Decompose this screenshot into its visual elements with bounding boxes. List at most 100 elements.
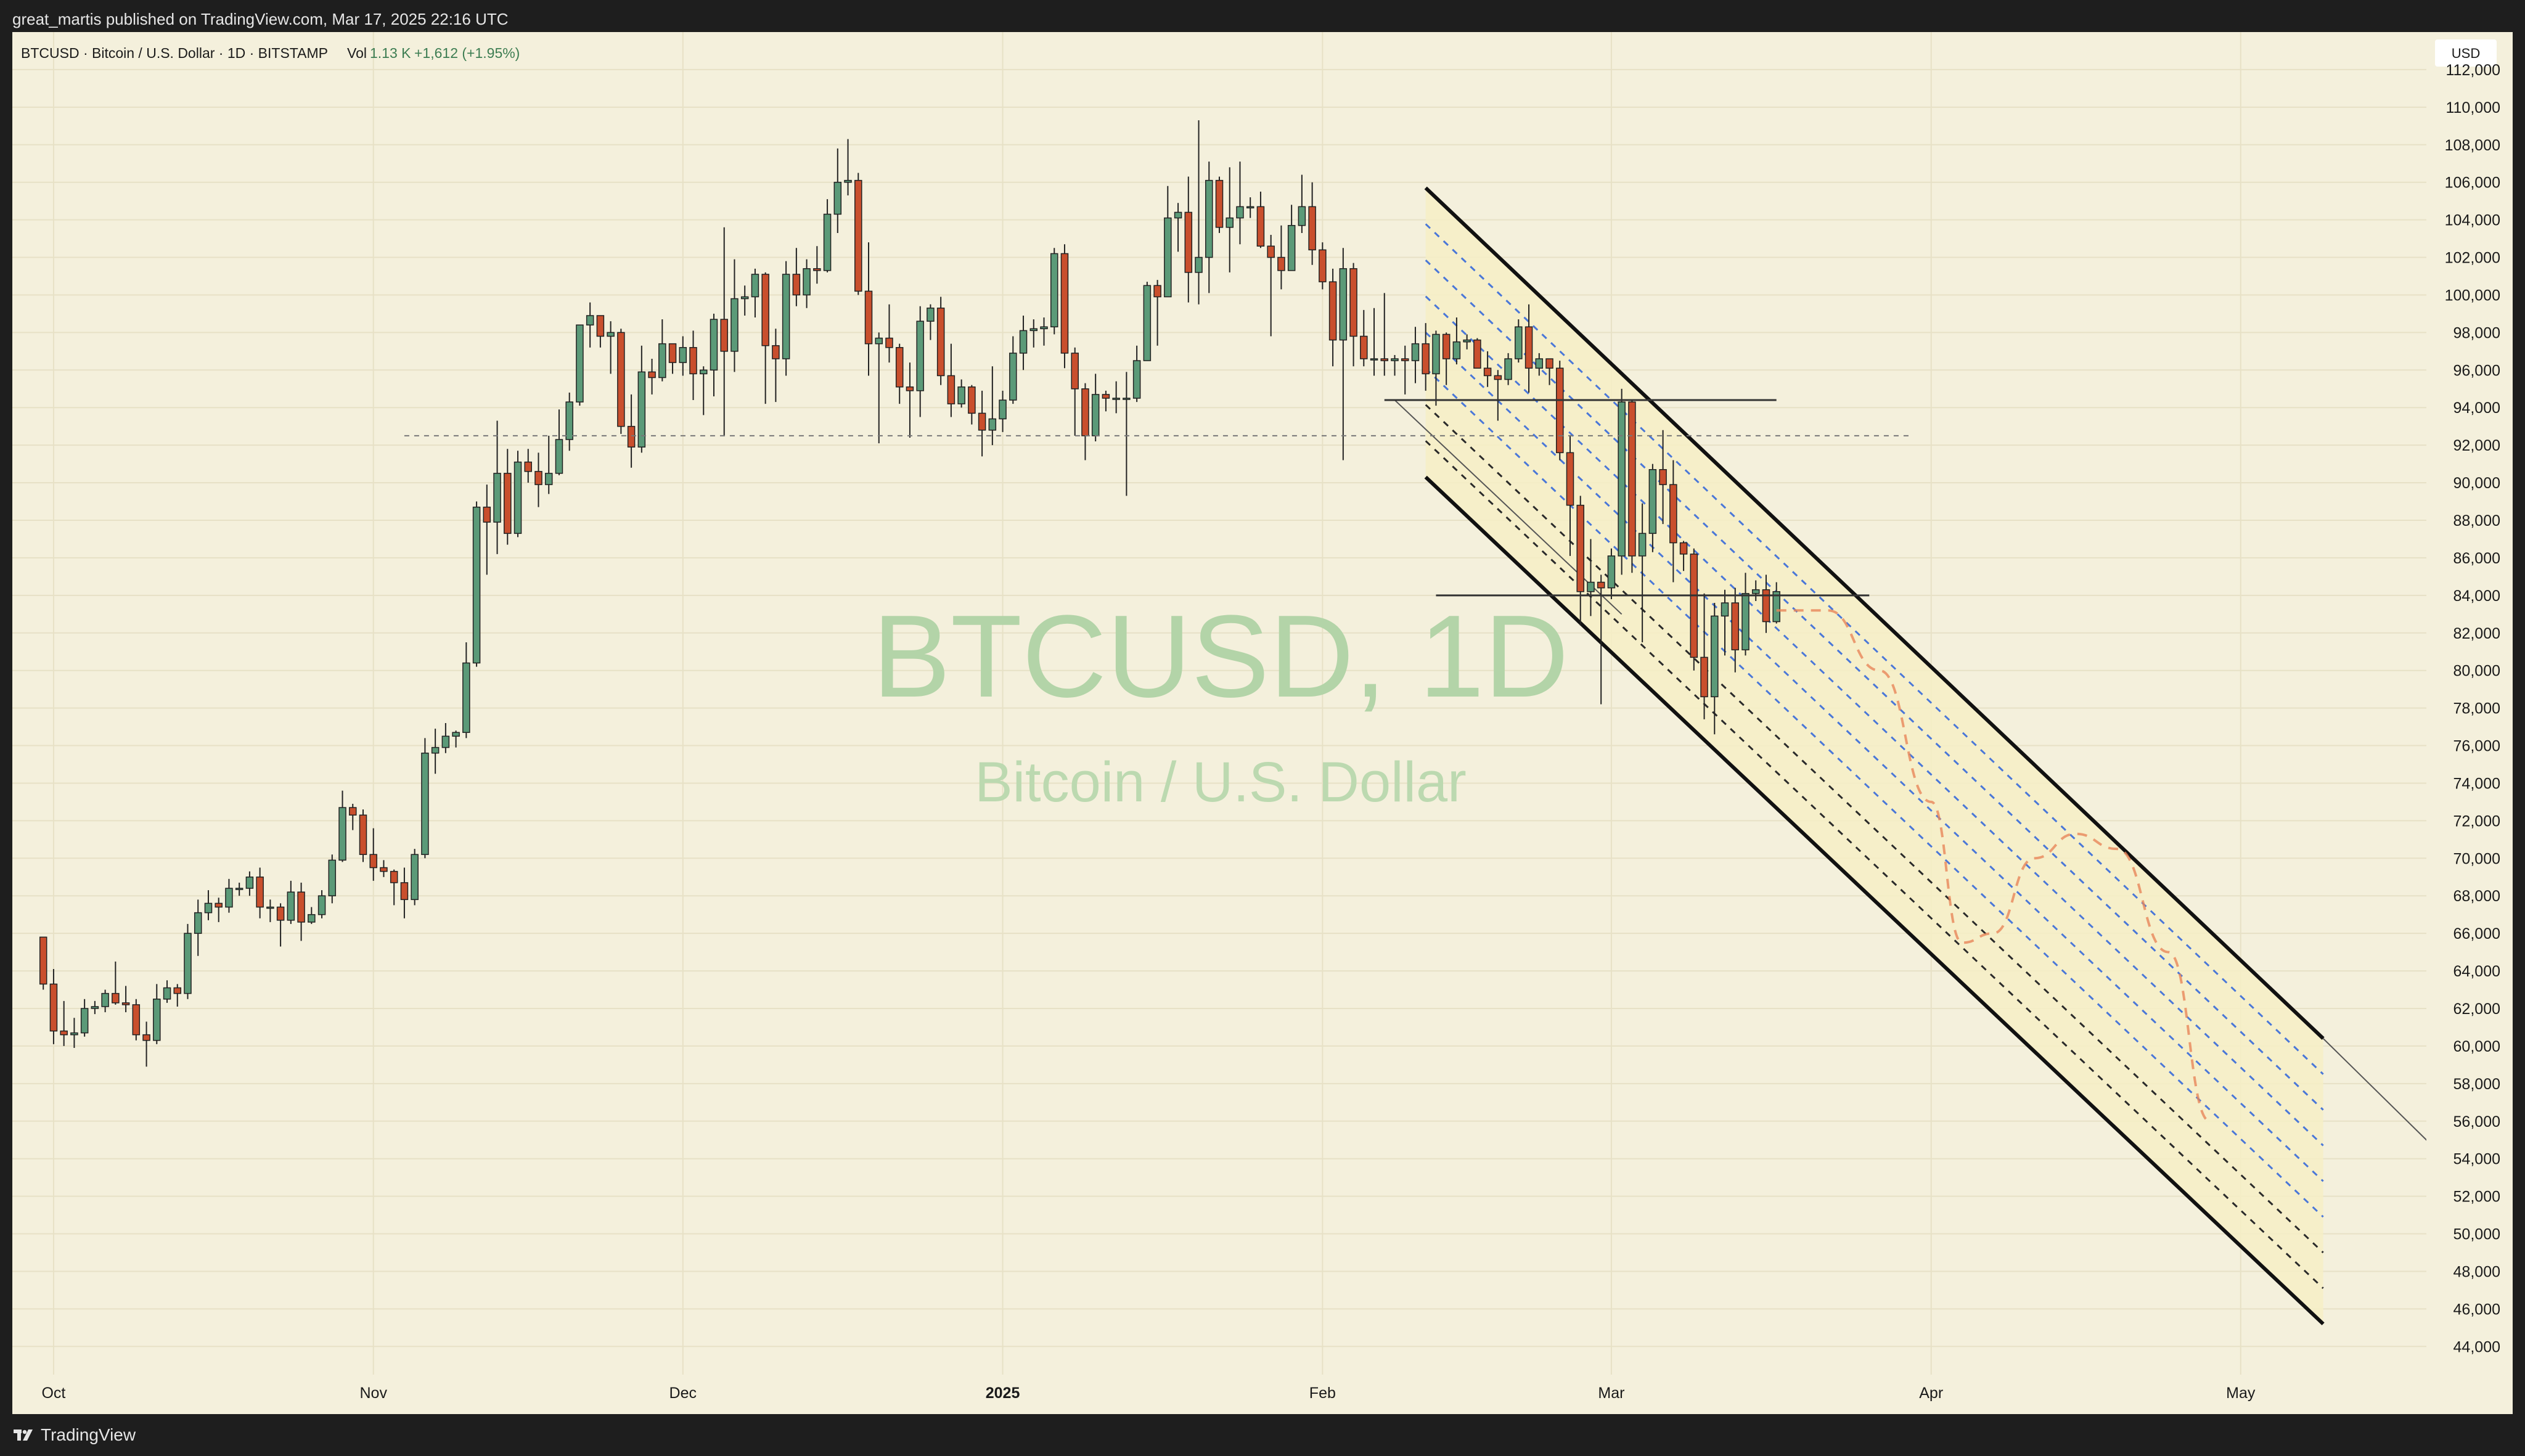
candle <box>648 359 656 395</box>
candle-body <box>287 891 295 921</box>
candle-body <box>369 854 377 869</box>
candle-body <box>596 315 605 337</box>
candle-body <box>658 343 666 378</box>
candle <box>1473 338 1481 369</box>
candle-body <box>225 888 233 908</box>
candle-body <box>927 308 935 322</box>
candle <box>1442 332 1451 385</box>
chart-background <box>12 32 2513 1414</box>
candle-body <box>565 401 573 440</box>
candle <box>772 329 780 403</box>
candle <box>885 304 893 363</box>
candle-body <box>1545 358 1553 369</box>
price-tick-label: 56,000 <box>2453 1113 2500 1131</box>
candle-body <box>1576 504 1584 592</box>
price-tick-label: 62,000 <box>2453 1000 2500 1018</box>
price-tick-label: 94,000 <box>2453 399 2500 417</box>
candle <box>1019 315 1028 370</box>
candle-body <box>1638 533 1647 557</box>
candle-body <box>988 418 997 431</box>
candle <box>1328 268 1337 367</box>
price-tick-label: 66,000 <box>2453 925 2500 943</box>
candle <box>947 343 956 417</box>
time-axis[interactable]: Oct Nov Dec 2025 Feb Mar Apr May <box>12 1375 2426 1414</box>
candle <box>287 880 295 924</box>
vol-value: 1.13 K <box>370 45 411 61</box>
candle-body <box>792 274 801 296</box>
candle <box>1597 575 1605 705</box>
candle <box>421 738 429 859</box>
candle <box>462 642 470 738</box>
candle <box>854 173 862 295</box>
price-tick-label: 80,000 <box>2453 663 2500 680</box>
candle <box>39 936 47 990</box>
candle-body <box>1648 469 1657 534</box>
candle-body <box>400 882 409 901</box>
candle <box>833 148 842 233</box>
candle <box>504 449 512 545</box>
candle <box>1132 345 1141 403</box>
candle-body <box>544 473 553 485</box>
candle-body <box>833 181 842 215</box>
candle <box>927 304 935 340</box>
candle <box>1319 242 1327 290</box>
price-tick-label: 90,000 <box>2453 475 2500 492</box>
drawing-overlays[interactable] <box>404 399 2211 1123</box>
candle <box>60 1000 68 1046</box>
candle <box>1112 381 1120 414</box>
candle <box>1349 263 1357 367</box>
candle <box>679 336 687 376</box>
candle <box>627 394 636 468</box>
candle <box>70 1018 78 1048</box>
candle-body <box>359 814 367 855</box>
candle-body <box>576 324 584 403</box>
candle-body <box>452 732 460 737</box>
candle <box>493 420 501 554</box>
channel-upper-line <box>1424 186 2325 1040</box>
tradingview-brand[interactable]: TradingView <box>12 1425 136 1445</box>
time-tick-label: Mar <box>1598 1384 1624 1402</box>
time-tick-label: May <box>2226 1384 2256 1402</box>
candle-body <box>1618 401 1626 557</box>
price-tick-label: 68,000 <box>2453 888 2500 905</box>
candle <box>121 986 130 1013</box>
candles <box>39 120 1780 1067</box>
candle <box>544 435 553 494</box>
candle <box>1628 400 1636 573</box>
symbol-legend: BTCUSD · Bitcoin / U.S. Dollar · 1D · BI… <box>21 45 520 61</box>
candle-body <box>1452 341 1461 359</box>
price-tick-label: 74,000 <box>2453 775 2500 792</box>
candle-body <box>297 891 305 923</box>
candle <box>1256 191 1265 248</box>
candle-body <box>1535 358 1544 369</box>
watermark: BTCUSD, 1D Bitcoin / U.S. Dollar <box>872 591 1569 814</box>
candle-body <box>173 987 182 994</box>
candle-body <box>504 473 512 534</box>
candle-body <box>1401 358 1409 361</box>
channel-median-black-dashed <box>1425 404 2324 1254</box>
candle-body <box>1195 256 1203 273</box>
candle <box>761 272 769 404</box>
candle <box>1411 327 1420 383</box>
price-tick-label: 92,000 <box>2453 437 2500 454</box>
candle <box>49 969 58 1044</box>
candle-body <box>999 399 1007 420</box>
candle <box>514 451 522 538</box>
candle <box>1205 162 1213 293</box>
candle-body <box>1287 225 1296 271</box>
candle <box>813 246 821 284</box>
candle-body <box>1071 353 1079 390</box>
candle-body <box>276 906 285 921</box>
price-tick-label: 46,000 <box>2453 1301 2500 1318</box>
candle <box>668 343 677 374</box>
price-tick-label: 60,000 <box>2453 1038 2500 1055</box>
candle <box>617 329 625 434</box>
price-axis[interactable]: USD 44,000 46,000 48,000 50,000 52,000 54,000 5… <box>2426 32 2513 1414</box>
candle-body <box>936 308 945 377</box>
candle <box>1452 317 1461 365</box>
candle-body <box>1690 554 1698 658</box>
candle <box>751 268 759 318</box>
candle <box>1298 174 1306 233</box>
candle-body <box>60 1030 68 1036</box>
